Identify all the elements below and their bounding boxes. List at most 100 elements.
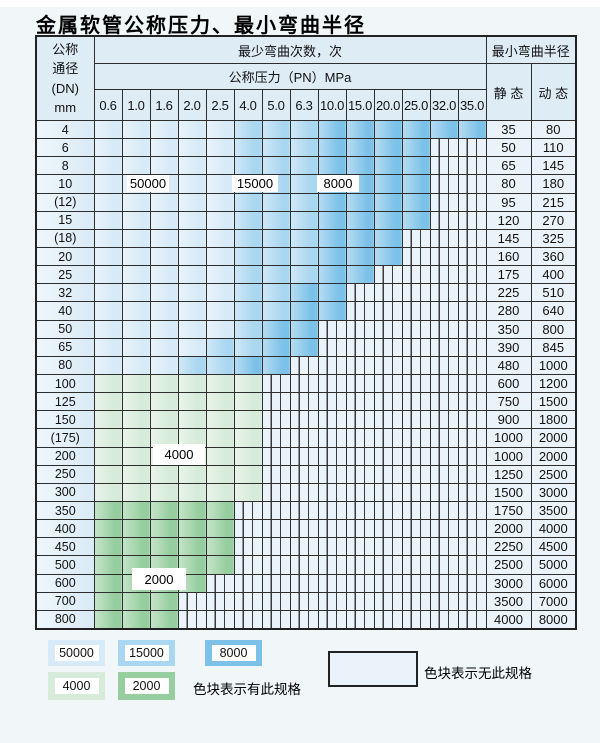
spec-cell (373, 174, 403, 194)
spec-cell (261, 192, 291, 212)
spec-cell (317, 246, 347, 267)
no-spec-cell (401, 537, 431, 557)
static-radius-value: 3000 (485, 573, 532, 593)
spec-cell (121, 392, 151, 412)
spec-cell (149, 228, 179, 248)
spec-cell (289, 192, 319, 212)
no-spec-cell (289, 373, 319, 394)
spec-cell (261, 246, 291, 267)
no-spec-cell (205, 591, 235, 611)
no-spec-cell (345, 555, 375, 575)
no-spec-cell (373, 392, 403, 412)
spec-cell (345, 138, 375, 158)
spec-cell (121, 119, 151, 140)
spec-cell (233, 265, 263, 285)
no-spec-cell (289, 446, 319, 466)
pressure-header-4.0: 4.0 (233, 89, 263, 121)
spec-cell (373, 246, 403, 267)
pressure-header-35.0: 35.0 (457, 89, 487, 121)
no-spec-cell (317, 373, 347, 394)
static-radius-value: 390 (485, 337, 532, 357)
spec-cell (345, 265, 375, 285)
spec-cell (401, 138, 431, 158)
static-radius-value: 350 (485, 319, 532, 339)
spec-cell (289, 301, 319, 321)
spec-cell (261, 319, 291, 339)
spec-cell (93, 355, 123, 375)
spec-cell (261, 283, 291, 303)
no-spec-cell (261, 609, 291, 630)
no-spec-cell (373, 573, 403, 593)
no-spec-cell (457, 555, 487, 575)
pressure-header-2.5: 2.5 (205, 89, 235, 121)
spec-cell (177, 392, 207, 412)
no-spec-cell (457, 301, 487, 321)
no-spec-cell (401, 319, 431, 339)
no-spec-cell (429, 228, 459, 248)
dn-value: 700 (35, 591, 95, 611)
spec-cell (149, 591, 179, 611)
no-spec-cell (457, 392, 487, 412)
table-row-dn-250: 250 1250 2500 (35, 464, 577, 484)
dynamic-radius-value: 1500 (530, 392, 577, 412)
spec-cell (177, 519, 207, 539)
spec-cell (233, 138, 263, 158)
spec-cell (121, 609, 151, 630)
spec-cell (149, 156, 179, 176)
dynamic-radius-value: 3500 (530, 500, 577, 521)
spec-cell (205, 246, 235, 267)
pressure-header-0.6: 0.6 (93, 89, 123, 121)
legend-label-50000: 50000 (54, 645, 99, 661)
no-spec-cell (289, 410, 319, 430)
page-top-strip (0, 0, 600, 7)
spec-cell (205, 464, 235, 484)
no-spec-cell (457, 500, 487, 521)
no-spec-cell (429, 337, 459, 357)
spec-cell (373, 156, 403, 176)
dn-value: 4 (35, 119, 95, 140)
dn-value: 200 (35, 446, 95, 466)
pressure-values-row: 0.6 1.0 1.6 2.0 2.5 4.0 5.0 6.3 10.0 15.0 20.0 25.0… (36, 89, 576, 121)
spec-cell (149, 537, 179, 557)
spec-cell (93, 156, 123, 176)
no-spec-cell (457, 156, 487, 176)
no-spec-cell (457, 373, 487, 394)
static-radius-value: 280 (485, 301, 532, 321)
static-radius-value: 1750 (485, 500, 532, 521)
no-spec-cell (401, 519, 431, 539)
dynamic-radius-value: 80 (530, 119, 577, 140)
no-spec-cell (457, 283, 487, 303)
dynamic-radius-value: 6000 (530, 573, 577, 593)
no-spec-cell (261, 446, 291, 466)
no-spec-cell (457, 337, 487, 357)
no-spec-cell (233, 609, 263, 630)
pressure-header-15.0: 15.0 (345, 89, 375, 121)
spec-cell (317, 228, 347, 248)
dn-value: 600 (35, 573, 95, 593)
spec-cell (345, 210, 375, 230)
no-spec-cell (289, 591, 319, 611)
no-spec-cell (429, 301, 459, 321)
spec-cell (93, 373, 123, 394)
no-spec-cell (289, 555, 319, 575)
spec-cell (149, 246, 179, 267)
no-spec-cell (345, 500, 375, 521)
no-spec-cell (317, 482, 347, 502)
no-spec-cell (401, 428, 431, 448)
static-radius-value: 1000 (485, 446, 532, 466)
spec-cell (261, 119, 291, 140)
spec-cell (205, 537, 235, 557)
spec-cell (233, 392, 263, 412)
spec-cell (177, 210, 207, 230)
spec-cell (121, 446, 151, 466)
dn-value: (175) (35, 428, 95, 448)
no-spec-cell (429, 373, 459, 394)
spec-cell (205, 500, 235, 521)
dynamic-radius-value: 5000 (530, 555, 577, 575)
table-row-dn-450: 450 2250 4500 (35, 537, 577, 557)
header-bend-cycles: 最少弯曲次数，次 (93, 35, 487, 64)
spec-cell (205, 228, 235, 248)
static-radius-value: 35 (485, 119, 532, 140)
static-radius-value: 3500 (485, 591, 532, 611)
spec-cell (177, 228, 207, 248)
